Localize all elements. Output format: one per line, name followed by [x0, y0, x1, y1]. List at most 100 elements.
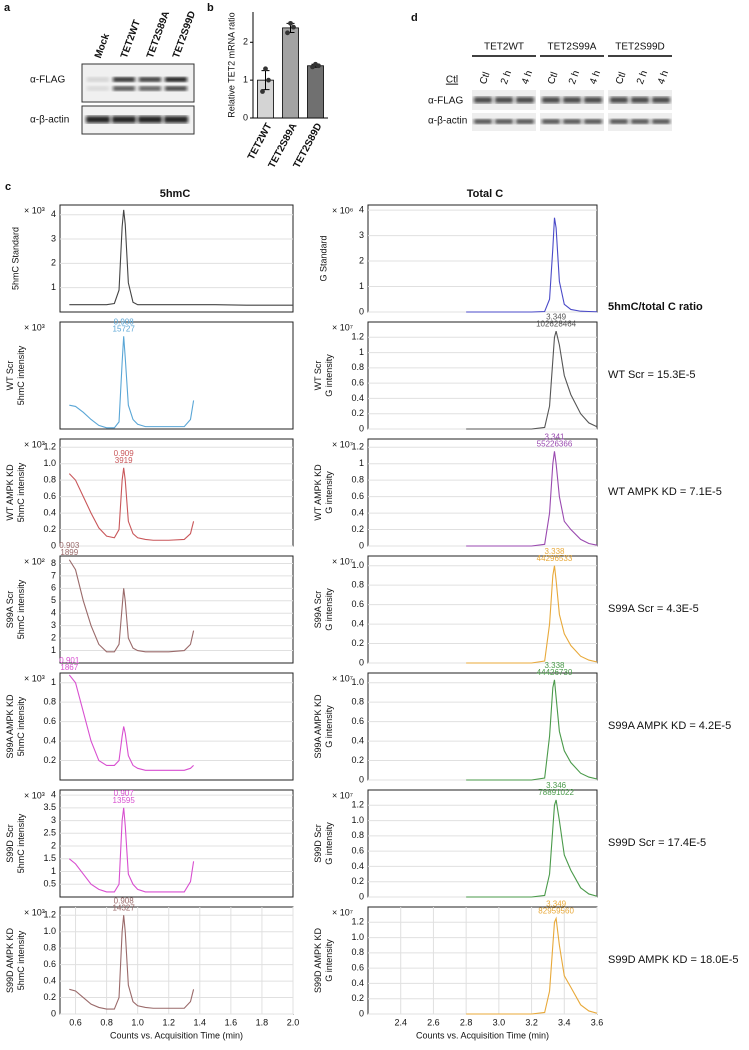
- plot-frame: [59, 321, 294, 430]
- y-axis-title: WT Scr: [5, 361, 15, 391]
- ratio-value: WT AMPK KD = 7.1E-5: [608, 486, 722, 498]
- point: [266, 77, 271, 83]
- x-tick-label: 1.4: [194, 1017, 207, 1027]
- ratio-value: WT Scr = 15.3E-5: [608, 369, 696, 381]
- lane-label: TET2WT: [119, 19, 143, 60]
- plot-frame: [367, 672, 598, 781]
- y-tick-label: 3: [359, 230, 364, 240]
- y-tick-label: 1: [51, 645, 56, 655]
- y-axis-title: S99D Scr: [313, 824, 323, 863]
- panel-label: c: [5, 181, 11, 193]
- trace: [69, 209, 293, 306]
- plot-frame: [367, 321, 598, 430]
- peak-label: 3.338: [544, 547, 565, 556]
- trace: [69, 336, 195, 429]
- y-axis-title: 5hmC intensity: [16, 579, 26, 639]
- multiplier: × 10⁷: [332, 673, 353, 683]
- multiplier: × 10⁷: [332, 556, 353, 566]
- peak-label: 55226366: [537, 439, 573, 448]
- y-tick-label: 0.4: [43, 507, 56, 517]
- y-tick-label: 0.2: [351, 524, 364, 534]
- y-axis-title: S99A Scr: [5, 591, 15, 629]
- blot-row-label: α-FLAG: [30, 75, 65, 86]
- trace: [466, 916, 598, 1015]
- ratio-value: S99D AMPK KD = 18.0E-5: [608, 954, 739, 966]
- y-tick-label: 0.6: [351, 491, 364, 501]
- peak-label: 3.338: [544, 661, 565, 670]
- y-tick-label: 2.5: [43, 828, 56, 838]
- y-tick-label: 0: [243, 112, 248, 122]
- y-tick-label: 0: [359, 774, 364, 784]
- y-axis-title: S99D AMPK KD: [5, 927, 15, 993]
- y-tick-label: 7: [51, 570, 56, 580]
- y-axis-title: 5hmC intensity: [16, 696, 26, 756]
- peak-label: 78891022: [538, 788, 574, 797]
- y-tick-label: 0.8: [351, 362, 364, 372]
- y-axis-title: 5hmC intensity: [16, 813, 26, 873]
- lane-label: 4 h: [520, 69, 535, 86]
- peak-label: 0.907: [114, 789, 135, 798]
- band: [584, 119, 602, 124]
- x-tick-label: 1.8: [256, 1017, 269, 1027]
- multiplier: × 10²: [24, 556, 45, 566]
- band: [563, 119, 581, 124]
- y-tick-label: 0.8: [351, 475, 364, 485]
- x-tick-label: 2.0: [287, 1017, 300, 1027]
- lane-label: TET2S89A: [145, 10, 172, 60]
- y-axis-title: G intensity: [324, 705, 334, 748]
- y-tick-label: 3: [51, 620, 56, 630]
- y-tick-label: 0.2: [351, 876, 364, 886]
- band: [165, 77, 187, 82]
- y-tick-label: 0: [359, 657, 364, 667]
- y-tick-label: 8: [51, 558, 56, 568]
- multiplier: × 10⁶: [332, 205, 354, 215]
- y-tick-label: 1.0: [351, 815, 364, 825]
- y-tick-label: 0: [51, 540, 56, 550]
- peak-label: 44426730: [537, 668, 573, 677]
- y-axis-title: G intensity: [324, 588, 334, 631]
- y-tick-label: 0.4: [351, 978, 364, 988]
- x-tick-label: 2.8: [460, 1017, 473, 1027]
- multiplier: × 10⁷: [332, 790, 353, 800]
- trace: [69, 915, 195, 1010]
- band: [113, 77, 135, 82]
- lane-label: 4 h: [588, 69, 603, 86]
- multiplier: × 10⁷: [332, 907, 353, 917]
- panel-label: d: [411, 12, 418, 24]
- y-tick-label: 1.0: [43, 458, 56, 468]
- bar: [307, 65, 324, 119]
- band: [495, 119, 513, 124]
- peak-label: 102628464: [536, 319, 577, 328]
- blot-frame: [81, 63, 195, 103]
- y-tick-label: 1: [359, 281, 364, 291]
- y-tick-label: 1.2: [351, 800, 364, 810]
- x-tick-label: 3.2: [525, 1017, 538, 1027]
- lane-label: Ctl: [478, 71, 493, 86]
- group-label: TET2S99A: [548, 42, 597, 53]
- peak-label: 3919: [115, 456, 133, 465]
- y-tick-label: 0.2: [43, 524, 56, 534]
- y-tick-label: 2: [51, 840, 56, 850]
- y-tick-label: 0.2: [43, 755, 56, 765]
- y-tick-label: 1.0: [43, 926, 56, 936]
- y-tick-label: 0: [359, 891, 364, 901]
- panel-label: a: [4, 2, 11, 14]
- band: [652, 119, 670, 124]
- y-tick-label: 0.8: [43, 475, 56, 485]
- x-tick-label: 3.0: [493, 1017, 506, 1027]
- y-tick-label: 0.8: [351, 947, 364, 957]
- y-axis-title: Relative TET2 mRNA ratio: [226, 12, 236, 117]
- y-axis-title: G intensity: [324, 471, 334, 514]
- multiplier: × 10⁷: [332, 322, 353, 332]
- blot-row-label: α-β-actin: [428, 116, 467, 127]
- y-tick-label: 0.8: [351, 830, 364, 840]
- y-tick-label: 0.6: [351, 963, 364, 973]
- band: [139, 77, 161, 82]
- y-tick-label: 5: [51, 595, 56, 605]
- ratio-value: S99A Scr = 4.3E-5: [608, 603, 699, 615]
- plot-frame: [59, 555, 294, 664]
- y-axis-title: S99A AMPK KD: [313, 694, 323, 759]
- group-label: TET2WT: [484, 42, 524, 53]
